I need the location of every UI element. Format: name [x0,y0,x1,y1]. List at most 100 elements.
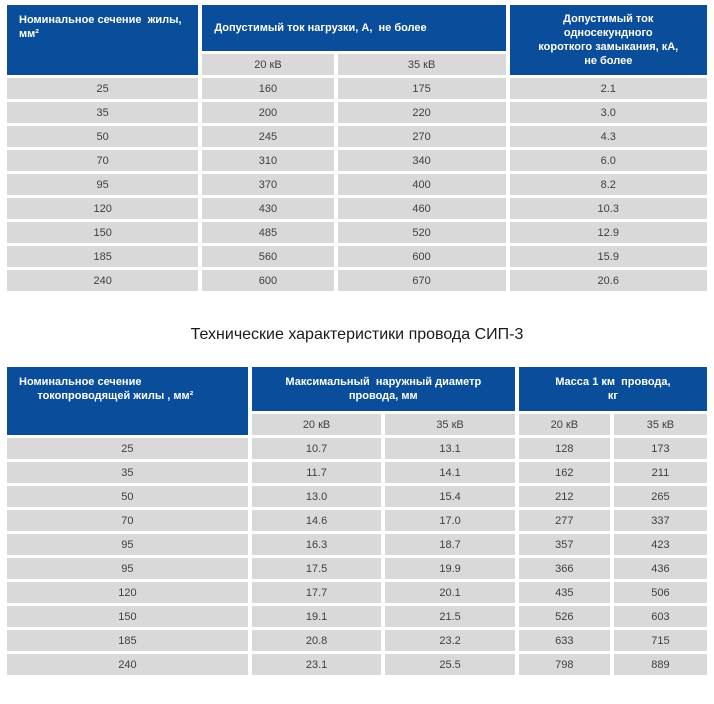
table-cell: 460 [337,198,506,219]
table-cell: 120 [7,582,248,603]
table-row: 35 11.7 14.1 162 211 [7,462,707,483]
table-cell: 560 [202,246,334,267]
table-row: 35 200 220 3.0 [7,102,707,123]
table-cell: 25 [7,438,248,459]
table-cell: 15.9 [509,246,707,267]
table-cell: 95 [7,534,248,555]
table-cell: 270 [337,126,506,147]
table2-subheader-diameter-20kv: 20 кВ [251,414,382,435]
table2-header-row-1: Номинальное сечение токопроводящей жилы … [7,367,707,435]
table-cell: 436 [613,558,707,579]
table-cell: 600 [202,270,334,291]
table-cell: 150 [7,606,248,627]
table-cell: 160 [202,78,334,99]
table2-header-section: Номинальное сечение токопроводящей жилы … [7,367,248,435]
table-cell: 20.1 [385,582,515,603]
table-cell: 25.5 [385,654,515,675]
table-cell: 185 [7,630,248,651]
table1-header-short-circuit: Допустимый ток односекундного короткого … [509,5,707,75]
table-cell: 14.6 [251,510,382,531]
table-cell: 23.2 [385,630,515,651]
table-cell: 485 [202,222,334,243]
table1-header-section: Номинальное сечение жилы, мм² [7,5,199,75]
table-cell: 19.1 [251,606,382,627]
table-cell: 245 [202,126,334,147]
table-cell: 211 [613,462,707,483]
table-cell: 120 [7,198,199,219]
table-cell: 6.0 [509,150,707,171]
table-cell: 889 [613,654,707,675]
table-cell: 212 [518,486,610,507]
table-cell: 14.1 [385,462,515,483]
table-cell: 50 [7,126,199,147]
table-cell: 12.9 [509,222,707,243]
table-cell: 370 [202,174,334,195]
table2-header-diameter: Максимальный наружный диаметр провода, м… [251,367,515,411]
table-cell: 506 [613,582,707,603]
table-cell: 23.1 [251,654,382,675]
table-row: 50 245 270 4.3 [7,126,707,147]
table-cell: 526 [518,606,610,627]
table-cell: 220 [337,102,506,123]
table-cell: 715 [613,630,707,651]
table-row: 150 485 520 12.9 [7,222,707,243]
table-cell: 150 [7,222,199,243]
table-cell: 10.3 [509,198,707,219]
table1-subheader-35kv: 35 кВ [337,54,506,75]
table-cell: 185 [7,246,199,267]
table-cell: 337 [613,510,707,531]
table-cell: 357 [518,534,610,555]
table-cell: 310 [202,150,334,171]
table-cell: 17.0 [385,510,515,531]
table-cell: 128 [518,438,610,459]
table-cell: 13.1 [385,438,515,459]
table-cell: 25 [7,78,199,99]
table-cell: 11.7 [251,462,382,483]
table2-body: 25 10.7 13.1 128 173 35 11.7 14.1 162 211 50 13.0 15… [7,438,707,675]
table-cell: 366 [518,558,610,579]
table-cell: 240 [7,654,248,675]
table-cell: 603 [613,606,707,627]
current-ratings-table: Номинальное сечение жилы, мм² Допустимый… [3,2,711,294]
table-cell: 16.3 [251,534,382,555]
table-cell: 20.6 [509,270,707,291]
table-cell: 670 [337,270,506,291]
table-cell: 340 [337,150,506,171]
table-row: 240 600 670 20.6 [7,270,707,291]
table-row: 95 16.3 18.7 357 423 [7,534,707,555]
table-cell: 2.1 [509,78,707,99]
table1-subheader-20kv: 20 кВ [202,54,334,75]
table-cell: 35 [7,102,199,123]
table-cell: 798 [518,654,610,675]
table-row: 95 370 400 8.2 [7,174,707,195]
table-cell: 173 [613,438,707,459]
table-cell: 95 [7,558,248,579]
table-cell: 4.3 [509,126,707,147]
table1-header-row-1: Номинальное сечение жилы, мм² Допустимый… [7,5,707,75]
table-row: 185 560 600 15.9 [7,246,707,267]
table1-header-row-2: 20 кВ 35 кВ [7,54,707,75]
table-cell: 423 [613,534,707,555]
table2-header-row-2: 20 кВ 35 кВ 20 кВ 35 кВ [7,414,707,435]
table-cell: 430 [202,198,334,219]
table1-header-load-current: Допустимый ток нагрузки, А, не более [202,5,506,51]
table-cell: 18.7 [385,534,515,555]
table2-subheader-mass-20kv: 20 кВ [518,414,610,435]
table-row: 240 23.1 25.5 798 889 [7,654,707,675]
table-cell: 70 [7,150,199,171]
table-cell: 20.8 [251,630,382,651]
table-cell: 3.0 [509,102,707,123]
table-cell: 21.5 [385,606,515,627]
table-cell: 35 [7,462,248,483]
table-cell: 19.9 [385,558,515,579]
table-cell: 400 [337,174,506,195]
table-cell: 240 [7,270,199,291]
table-row: 95 17.5 19.9 366 436 [7,558,707,579]
table-row: 120 430 460 10.3 [7,198,707,219]
table-cell: 15.4 [385,486,515,507]
table-row: 185 20.8 23.2 633 715 [7,630,707,651]
table-row: 25 10.7 13.1 128 173 [7,438,707,459]
table-cell: 17.5 [251,558,382,579]
table-cell: 277 [518,510,610,531]
